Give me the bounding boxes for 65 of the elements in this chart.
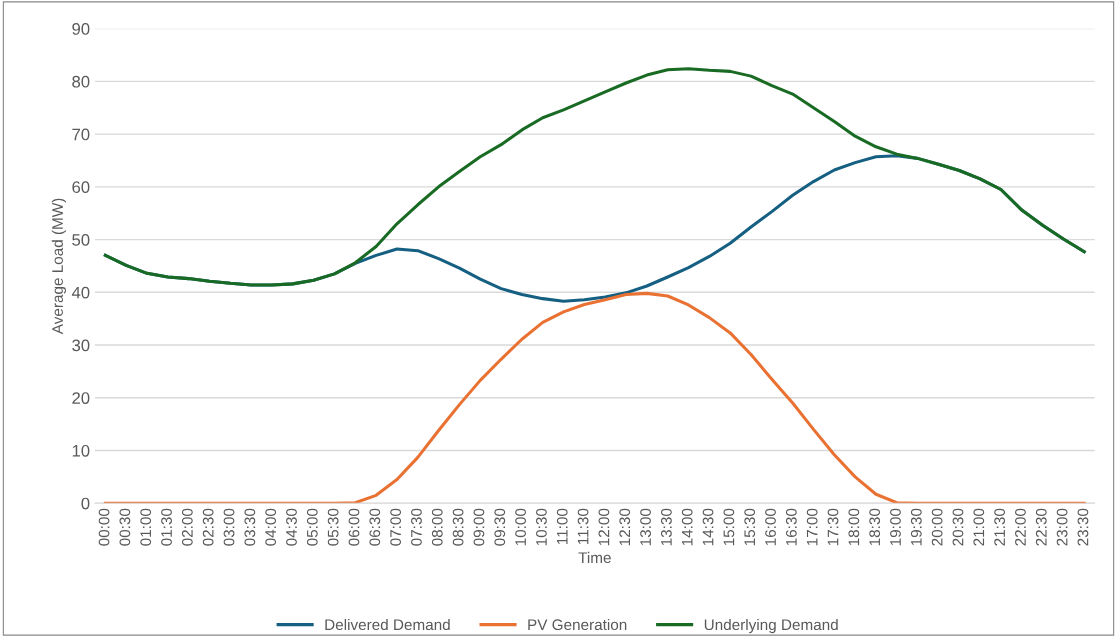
y-tick-label: 10 xyxy=(72,444,90,457)
x-tick-label: 22:30 xyxy=(1035,508,1047,546)
x-tick-label: 14:30 xyxy=(702,508,714,546)
y-tick-label: 80 xyxy=(72,75,90,88)
x-tick-label: 00:30 xyxy=(119,508,131,546)
x-tick-label: 11:00 xyxy=(556,508,568,545)
y-tick-label: 20 xyxy=(72,392,90,404)
x-tick-label: 14:00 xyxy=(681,508,693,546)
x-tick-label: 19:00 xyxy=(890,508,901,546)
y-axis-title: Average Load (MW) xyxy=(51,198,66,335)
x-tick-label: 09:30 xyxy=(494,508,506,546)
y-tick-label: 90 xyxy=(72,23,90,35)
y-tick-label: 30 xyxy=(72,339,90,352)
x-tick-label: 05:30 xyxy=(327,508,339,546)
y-tick-label: 50 xyxy=(72,233,90,246)
x-tick-label: 03:00 xyxy=(223,508,235,546)
x-tick-label: 10:00 xyxy=(515,508,527,546)
x-tick-label: 02:00 xyxy=(181,508,193,546)
x-tick-label: 05:00 xyxy=(306,508,318,546)
x-axis-title: Time xyxy=(578,551,611,564)
x-tick-label: 16:00 xyxy=(765,508,776,546)
legend-label: Underlying Demand xyxy=(704,618,838,634)
x-tick-label: 08:30 xyxy=(452,508,464,546)
x-tick-label: 08:00 xyxy=(431,508,443,546)
x-tick-label: 23:00 xyxy=(1056,508,1068,546)
x-tick-label: 11:30 xyxy=(577,508,589,545)
x-tick-label: 17:00 xyxy=(806,508,818,546)
x-tick-label: 22:00 xyxy=(1015,508,1026,546)
x-tick-label: 21:30 xyxy=(994,508,1006,546)
x-tick-label: 15:30 xyxy=(744,508,756,546)
x-tick-label: 03:30 xyxy=(244,508,256,546)
y-tick-label: 70 xyxy=(72,128,90,141)
x-tick-label: 12:00 xyxy=(598,508,610,546)
x-tick-label: 19:30 xyxy=(910,508,922,546)
x-tick-label: 04:30 xyxy=(286,508,297,546)
x-tick-label: 06:30 xyxy=(369,508,381,546)
x-tick-label: 10:30 xyxy=(536,508,547,546)
legend-label: Delivered Demand xyxy=(325,618,450,631)
y-tick-label: 0 xyxy=(81,497,90,510)
x-tick-label: 09:00 xyxy=(473,508,485,546)
x-tick-label: 07:30 xyxy=(411,508,422,546)
x-tick-label: 20:30 xyxy=(952,508,964,546)
x-tick-label: 04:00 xyxy=(265,508,277,546)
x-tick-label: 18:00 xyxy=(848,508,860,546)
x-tick-label: 20:00 xyxy=(931,508,943,546)
x-tick-label: 02:30 xyxy=(202,508,214,546)
y-tick-label: 40 xyxy=(71,286,90,299)
x-tick-label: 15:00 xyxy=(723,508,735,546)
x-tick-label: 16:30 xyxy=(785,508,797,546)
x-tick-label: 12:30 xyxy=(619,508,631,546)
x-tick-label: 13:30 xyxy=(660,508,672,546)
x-tick-label: 21:00 xyxy=(973,508,985,546)
x-tick-label: 00:00 xyxy=(98,508,110,546)
x-tick-label: 23:30 xyxy=(1077,508,1089,546)
line-series xyxy=(103,67,1086,287)
x-tick-label: 01:00 xyxy=(140,508,152,546)
x-tick-label: 07:00 xyxy=(390,508,402,546)
x-tick-label: 06:00 xyxy=(348,508,360,546)
y-tick-label: 60 xyxy=(72,181,90,194)
x-tick-label: 01:30 xyxy=(161,508,172,546)
line-series xyxy=(103,291,1086,504)
legend-label: PV Generation xyxy=(528,618,627,631)
x-tick-label: 18:30 xyxy=(869,508,881,546)
x-tick-label: 13:00 xyxy=(640,508,651,546)
x-tick-label: 17:30 xyxy=(827,508,839,546)
